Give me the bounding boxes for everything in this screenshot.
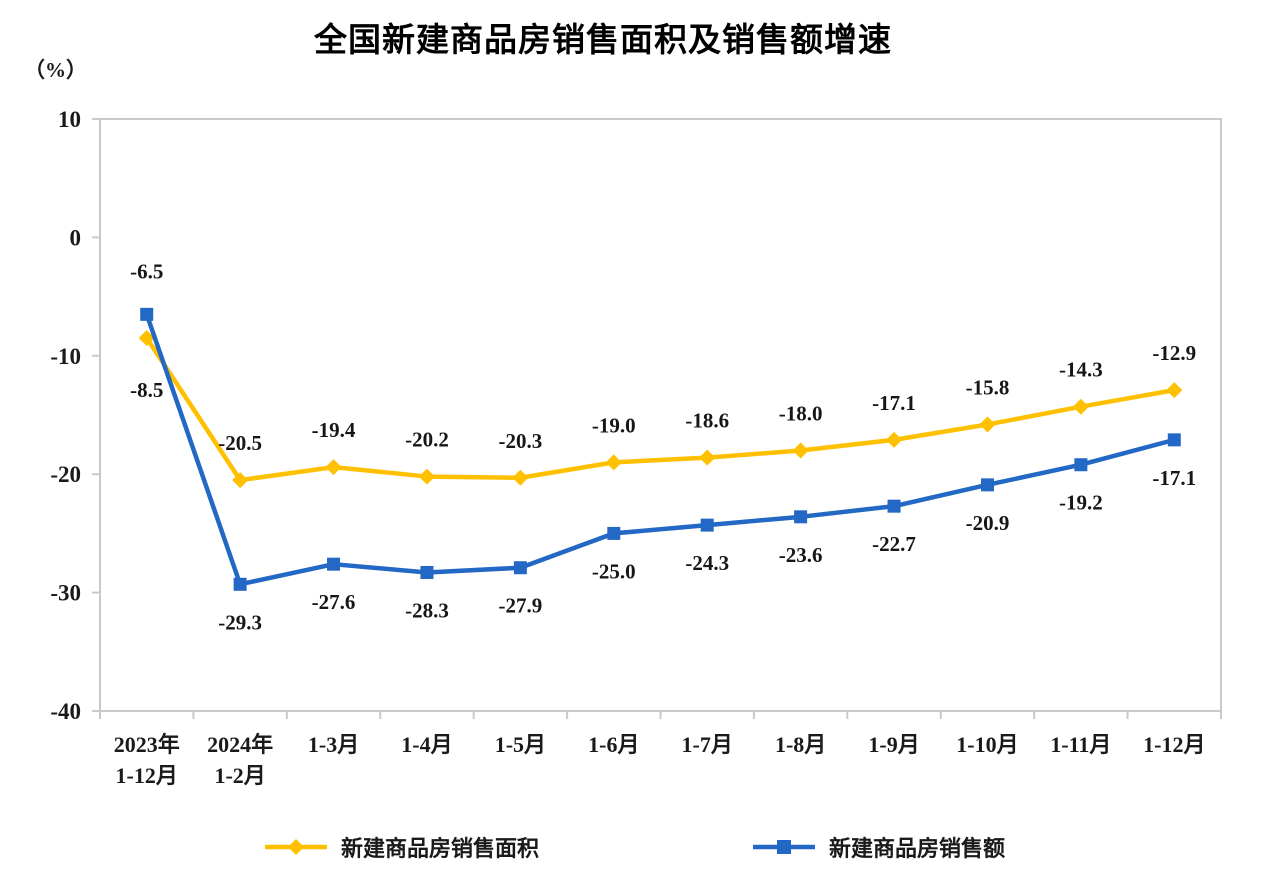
- x-axis-label: 2024年: [207, 732, 273, 757]
- series-0-value-label: -12.9: [1152, 341, 1196, 365]
- series-0-marker: [418, 468, 435, 485]
- y-axis-tick-label: 0: [70, 225, 82, 250]
- x-axis-label: 1-3月: [308, 732, 359, 757]
- legend-line-diamond-icon: [264, 839, 327, 855]
- series-0-value-label: -20.5: [218, 431, 262, 455]
- series-1-value-label: -22.7: [872, 532, 916, 556]
- x-axis-label: 2023年: [114, 732, 180, 757]
- x-axis-label: 1-6月: [588, 732, 639, 757]
- x-axis-label: 1-12月: [116, 763, 178, 788]
- series-1-marker: [607, 526, 621, 540]
- chart-canvas: 10 0 -10 -20 -30 -40 2023年 1-12月 2024年 1-2月 1-3月 1-…: [50, 107, 1222, 788]
- series-1-marker: [980, 478, 994, 492]
- series-1-value-label: -24.3: [685, 551, 729, 575]
- series-0-marker: [512, 469, 529, 486]
- series-0-marker: [232, 472, 249, 489]
- series-1-value-label: -28.3: [405, 598, 449, 622]
- x-axis-label: 1-8月: [775, 732, 826, 757]
- legend: 新建商品房销售面积 新建商品房销售额: [14, 831, 1254, 863]
- series-0-value-label: -20.3: [499, 429, 543, 453]
- series-1-value-label: -27.6: [312, 590, 356, 614]
- y-axis-tick-label: -20: [50, 462, 81, 487]
- legend-line-square-icon: [753, 840, 815, 854]
- series-1-marker: [887, 499, 901, 513]
- series-1-value-label: -6.5: [130, 259, 163, 283]
- series-0-value-label: -18.6: [685, 409, 729, 433]
- series-0-value-label: -19.4: [312, 418, 356, 442]
- series-0-marker: [699, 449, 716, 466]
- series-1-value-label: -17.1: [1152, 466, 1196, 490]
- plot-border: [99, 118, 1222, 712]
- x-axis-label: 1-10月: [956, 732, 1018, 757]
- x-axis-label: 1-7月: [682, 732, 733, 757]
- legend-item-sales-area: 新建商品房销售面积: [263, 831, 539, 863]
- series-0-marker: [138, 330, 155, 347]
- y-axis-tick-label: -40: [50, 699, 81, 724]
- series-1-value-label: -20.9: [966, 511, 1010, 535]
- series-1-marker: [327, 557, 341, 571]
- y-axis-tick-label: 10: [58, 107, 81, 132]
- series-1-value-label: -23.6: [779, 543, 823, 567]
- series-0-marker: [1072, 398, 1089, 415]
- y-axis-unit-label: （%）: [24, 58, 87, 82]
- series-1-line: [144, 312, 1177, 587]
- x-axis-label: 1-5月: [495, 732, 546, 757]
- x-axis-label: 1-11月: [1050, 732, 1111, 757]
- legend-item-sales-amount: 新建商品房销售额: [751, 831, 1005, 863]
- series-0-marker: [792, 442, 809, 459]
- series-1-marker: [1167, 433, 1181, 447]
- y-axis-tick-label: -30: [50, 581, 81, 606]
- series-1-marker: [1074, 458, 1088, 472]
- series-1-value-label: -27.9: [499, 594, 543, 618]
- x-axis-label: 1-9月: [868, 732, 919, 757]
- series-0-value-label: -15.8: [966, 375, 1010, 399]
- x-axis-label: 1-4月: [401, 732, 452, 757]
- series-1-marker: [420, 565, 434, 579]
- series-1-marker: [233, 577, 247, 591]
- series-1-value-label: -19.2: [1059, 491, 1103, 515]
- series-0-value-label: -17.1: [872, 391, 916, 415]
- legend-label-sales-area: 新建商品房销售面积: [340, 836, 539, 861]
- series-0-marker: [886, 431, 903, 448]
- series-0-marker: [605, 454, 622, 471]
- series-0-value-label: -20.2: [405, 428, 449, 452]
- series-1-marker: [140, 307, 154, 321]
- legend-label-sales-amount: 新建商品房销售额: [829, 836, 1006, 861]
- chart-title: 全国新建商品房销售面积及销售额增速: [314, 21, 892, 58]
- series-0-marker: [1166, 382, 1183, 399]
- series-0-value-label: -18.0: [779, 402, 823, 426]
- x-axis-label: 1-2月: [214, 763, 265, 788]
- series-1-marker: [794, 510, 808, 524]
- series-1-marker: [513, 561, 527, 575]
- series-0-value-label: -8.5: [130, 378, 163, 402]
- series-1-value-label: -29.3: [218, 610, 262, 634]
- series-0-value-label: -19.0: [592, 413, 636, 437]
- series-0-value-label: -14.3: [1059, 358, 1103, 382]
- series-0-marker: [325, 459, 342, 476]
- y-axis-tick-label: -10: [50, 344, 81, 369]
- series-1-marker: [700, 518, 714, 532]
- series-0-line: [144, 335, 1177, 483]
- x-axis-label: 1-12月: [1143, 732, 1205, 757]
- series-1-value-label: -25.0: [592, 559, 636, 583]
- series-0-marker: [979, 416, 996, 433]
